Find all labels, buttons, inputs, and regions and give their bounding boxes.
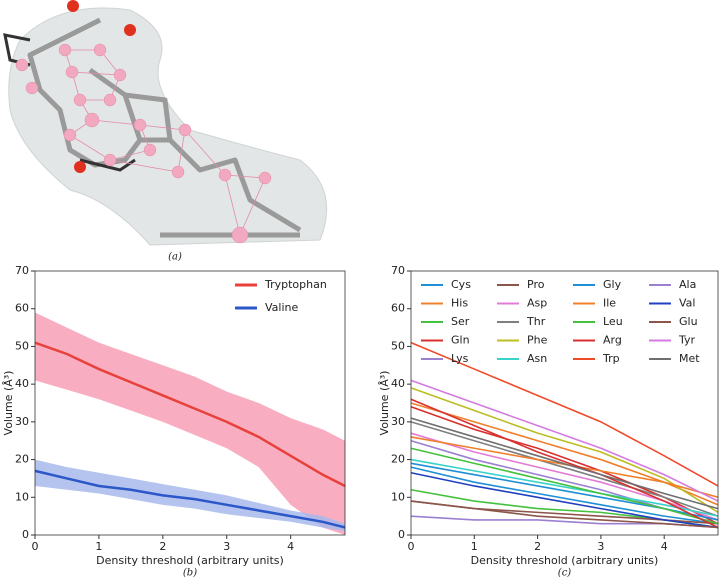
y-tick-label: 20 bbox=[15, 453, 29, 466]
series-line bbox=[410, 417, 719, 510]
y-tick-label: 70 bbox=[391, 264, 405, 277]
panel-caption: (a) bbox=[168, 252, 182, 263]
y-axis-label: Volume (Å³) bbox=[378, 371, 391, 436]
x-axis-label: Density threshold (arbitrary units) bbox=[96, 554, 284, 567]
legend-label: Tryptophan bbox=[264, 278, 327, 291]
x-tick-label: 1 bbox=[95, 540, 102, 553]
x-axis-label: Density threshold (arbitrary units) bbox=[471, 554, 659, 567]
confidence-band bbox=[35, 459, 345, 532]
series-line bbox=[410, 379, 719, 502]
x-tick-label: 0 bbox=[32, 540, 39, 553]
legend-label: Arg bbox=[603, 334, 622, 347]
y-tick-label: 10 bbox=[15, 490, 29, 503]
x-tick-label: 2 bbox=[159, 540, 166, 553]
y-tick-label: 50 bbox=[15, 339, 29, 352]
series-line bbox=[410, 471, 719, 529]
legend-label: Ala bbox=[679, 278, 696, 291]
panel-caption: (b) bbox=[183, 568, 197, 579]
series-line bbox=[410, 402, 719, 506]
series-line bbox=[410, 398, 719, 529]
panel-caption: (c) bbox=[558, 568, 572, 579]
y-tick-label: 40 bbox=[15, 377, 29, 390]
x-tick-label: 1 bbox=[471, 540, 478, 553]
legend-label: Phe bbox=[527, 334, 548, 347]
y-tick-label: 20 bbox=[391, 453, 405, 466]
legend-label: Pro bbox=[527, 278, 545, 291]
x-tick-label: 4 bbox=[661, 540, 668, 553]
axes-frame bbox=[34, 270, 346, 536]
legend-label: Lys bbox=[451, 352, 469, 365]
legend-label: Ser bbox=[451, 315, 470, 328]
legend-label: Cys bbox=[451, 278, 471, 291]
y-tick-label: 0 bbox=[398, 528, 405, 541]
legend-label: Gln bbox=[451, 334, 470, 347]
legend-label: Ile bbox=[603, 297, 616, 310]
y-tick-label: 60 bbox=[391, 302, 405, 315]
y-tick-label: 60 bbox=[15, 302, 29, 315]
axes-frame bbox=[410, 270, 719, 536]
x-tick-label: 2 bbox=[534, 540, 541, 553]
legend-label: Asn bbox=[527, 352, 547, 365]
x-tick-label: 3 bbox=[223, 540, 230, 553]
series-line bbox=[410, 500, 719, 529]
y-tick-label: 30 bbox=[15, 415, 29, 428]
y-tick-label: 70 bbox=[15, 264, 29, 277]
series-line bbox=[34, 341, 346, 488]
legend-label: Thr bbox=[526, 315, 546, 328]
series-line bbox=[410, 458, 719, 517]
legend-label: Met bbox=[679, 352, 700, 365]
x-tick-label: 0 bbox=[408, 540, 415, 553]
legend-label: His bbox=[451, 297, 468, 310]
legend-label: Val bbox=[679, 297, 695, 310]
y-tick-label: 30 bbox=[391, 415, 405, 428]
x-tick-label: 4 bbox=[287, 540, 294, 553]
y-tick-label: 50 bbox=[391, 339, 405, 352]
series-line bbox=[34, 469, 346, 529]
series-line bbox=[410, 421, 719, 517]
series-line bbox=[410, 432, 719, 521]
legend-label: Gly bbox=[603, 278, 622, 291]
y-tick-label: 40 bbox=[391, 377, 405, 390]
legend-label: Valine bbox=[265, 301, 298, 314]
legend-label: Leu bbox=[603, 315, 623, 328]
y-tick-label: 10 bbox=[391, 490, 405, 503]
series-line bbox=[410, 466, 719, 525]
series-line bbox=[410, 341, 719, 487]
legend-label: Trp bbox=[602, 352, 620, 365]
molecule-illustration bbox=[3, 0, 328, 246]
series-line bbox=[410, 447, 719, 525]
series-line bbox=[410, 406, 719, 525]
y-axis-label: Volume (Å³) bbox=[2, 371, 15, 436]
y-tick-label: 0 bbox=[22, 528, 29, 541]
legend-label: Tyr bbox=[678, 334, 696, 347]
legend-label: Glu bbox=[679, 315, 698, 328]
x-tick-label: 3 bbox=[597, 540, 604, 553]
confidence-band bbox=[35, 312, 345, 535]
legend-label: Asp bbox=[527, 297, 547, 310]
